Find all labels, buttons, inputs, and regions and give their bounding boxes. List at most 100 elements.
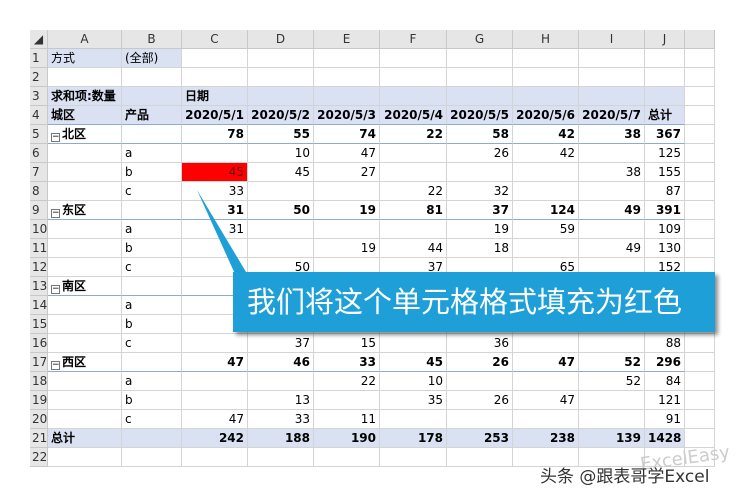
- product-label[interactable]: b: [122, 239, 182, 258]
- row-total-cell[interactable]: 121: [645, 391, 685, 410]
- cell[interactable]: [579, 68, 645, 87]
- cell[interactable]: [48, 68, 122, 87]
- row-header[interactable]: 12: [30, 258, 48, 277]
- value-cell[interactable]: 253: [447, 429, 513, 448]
- row-header[interactable]: 19: [30, 391, 48, 410]
- cell[interactable]: [248, 448, 314, 467]
- date-header[interactable]: 2020/5/3: [314, 106, 380, 125]
- cell[interactable]: [48, 182, 122, 201]
- cell[interactable]: [685, 201, 715, 220]
- value-cell[interactable]: [314, 182, 380, 201]
- product-label[interactable]: a: [122, 372, 182, 391]
- value-cell[interactable]: [248, 220, 314, 239]
- cell[interactable]: [685, 448, 715, 467]
- value-cell[interactable]: 19: [314, 239, 380, 258]
- date-header[interactable]: 2020/5/4: [380, 106, 447, 125]
- value-cell[interactable]: 33: [314, 353, 380, 372]
- cell[interactable]: [314, 49, 380, 68]
- cell[interactable]: [685, 125, 715, 144]
- value-cell[interactable]: [248, 372, 314, 391]
- cell[interactable]: [645, 87, 685, 106]
- value-cell[interactable]: 50: [248, 201, 314, 220]
- cell[interactable]: [685, 239, 715, 258]
- value-cell[interactable]: 26: [447, 144, 513, 163]
- value-cell[interactable]: [579, 220, 645, 239]
- region-label[interactable]: − 南区: [48, 277, 122, 296]
- value-cell[interactable]: 18: [447, 239, 513, 258]
- cell[interactable]: [182, 68, 248, 87]
- row-header[interactable]: 13: [30, 277, 48, 296]
- cell[interactable]: [182, 448, 248, 467]
- date-header[interactable]: 2020/5/5: [447, 106, 513, 125]
- value-cell[interactable]: [182, 334, 248, 353]
- column-header[interactable]: C: [182, 30, 248, 49]
- cell[interactable]: [447, 87, 513, 106]
- row-header[interactable]: 20: [30, 410, 48, 429]
- cell[interactable]: [645, 68, 685, 87]
- cell[interactable]: [380, 68, 447, 87]
- cell[interactable]: [513, 49, 579, 68]
- cell[interactable]: [685, 144, 715, 163]
- grand-total-label[interactable]: 总计: [48, 429, 122, 448]
- value-cell[interactable]: 22: [314, 372, 380, 391]
- cell[interactable]: [314, 68, 380, 87]
- cell[interactable]: [48, 296, 122, 315]
- value-cell[interactable]: [380, 163, 447, 182]
- row-total-cell[interactable]: 91: [645, 410, 685, 429]
- value-cell[interactable]: [182, 144, 248, 163]
- value-cell[interactable]: 74: [314, 125, 380, 144]
- value-cell[interactable]: 58: [447, 125, 513, 144]
- value-cell[interactable]: 188: [248, 429, 314, 448]
- value-cell[interactable]: 35: [380, 391, 447, 410]
- value-cell[interactable]: 178: [380, 429, 447, 448]
- row-header[interactable]: 1: [30, 49, 48, 68]
- column-header[interactable]: I: [579, 30, 645, 49]
- value-cell[interactable]: 37: [248, 334, 314, 353]
- collapse-icon[interactable]: −: [51, 284, 60, 294]
- cell[interactable]: [48, 258, 122, 277]
- date-header[interactable]: 2020/5/6: [513, 106, 579, 125]
- row-total-cell[interactable]: 155: [645, 163, 685, 182]
- value-cell[interactable]: 190: [314, 429, 380, 448]
- cell[interactable]: [48, 372, 122, 391]
- value-cell[interactable]: 46: [248, 353, 314, 372]
- value-cell[interactable]: [182, 372, 248, 391]
- value-cell[interactable]: 11: [314, 410, 380, 429]
- product-label[interactable]: b: [122, 163, 182, 182]
- product-label[interactable]: b: [122, 315, 182, 334]
- row-header[interactable]: 14: [30, 296, 48, 315]
- column-header[interactable]: [685, 30, 715, 49]
- cell[interactable]: [48, 239, 122, 258]
- row-total-cell[interactable]: 88: [645, 334, 685, 353]
- value-cell[interactable]: [380, 334, 447, 353]
- column-header[interactable]: H: [513, 30, 579, 49]
- date-header[interactable]: 2020/5/2: [248, 106, 314, 125]
- cell[interactable]: [447, 49, 513, 68]
- pivot-column-field[interactable]: 日期: [182, 87, 248, 106]
- value-cell[interactable]: 45: [380, 353, 447, 372]
- cell[interactable]: [314, 448, 380, 467]
- row-header[interactable]: 18: [30, 372, 48, 391]
- value-cell[interactable]: [579, 410, 645, 429]
- value-cell[interactable]: 44: [380, 239, 447, 258]
- value-cell[interactable]: 22: [380, 182, 447, 201]
- collapse-icon[interactable]: −: [51, 132, 60, 142]
- cell[interactable]: [645, 49, 685, 68]
- value-cell[interactable]: [182, 391, 248, 410]
- cell[interactable]: [48, 334, 122, 353]
- value-cell[interactable]: 10: [248, 144, 314, 163]
- value-cell[interactable]: 42: [513, 125, 579, 144]
- spreadsheet-grid[interactable]: ◢ A B C D E F G H I J 1 方式 (全部) 2 3 求和项:数量 日期 4 城区 产品 2020/5/…: [30, 30, 715, 467]
- collapse-icon[interactable]: −: [51, 208, 60, 218]
- value-cell[interactable]: 139: [579, 429, 645, 448]
- row-header[interactable]: 6: [30, 144, 48, 163]
- value-cell[interactable]: 15: [314, 334, 380, 353]
- value-cell[interactable]: [248, 182, 314, 201]
- value-cell[interactable]: 124: [513, 201, 579, 220]
- value-cell[interactable]: [513, 163, 579, 182]
- value-cell[interactable]: 45: [248, 163, 314, 182]
- row-header[interactable]: 22: [30, 448, 48, 467]
- pivot-values-label[interactable]: 求和项:数量: [48, 87, 122, 106]
- value-cell[interactable]: 38: [579, 125, 645, 144]
- region-label[interactable]: − 东区: [48, 201, 122, 220]
